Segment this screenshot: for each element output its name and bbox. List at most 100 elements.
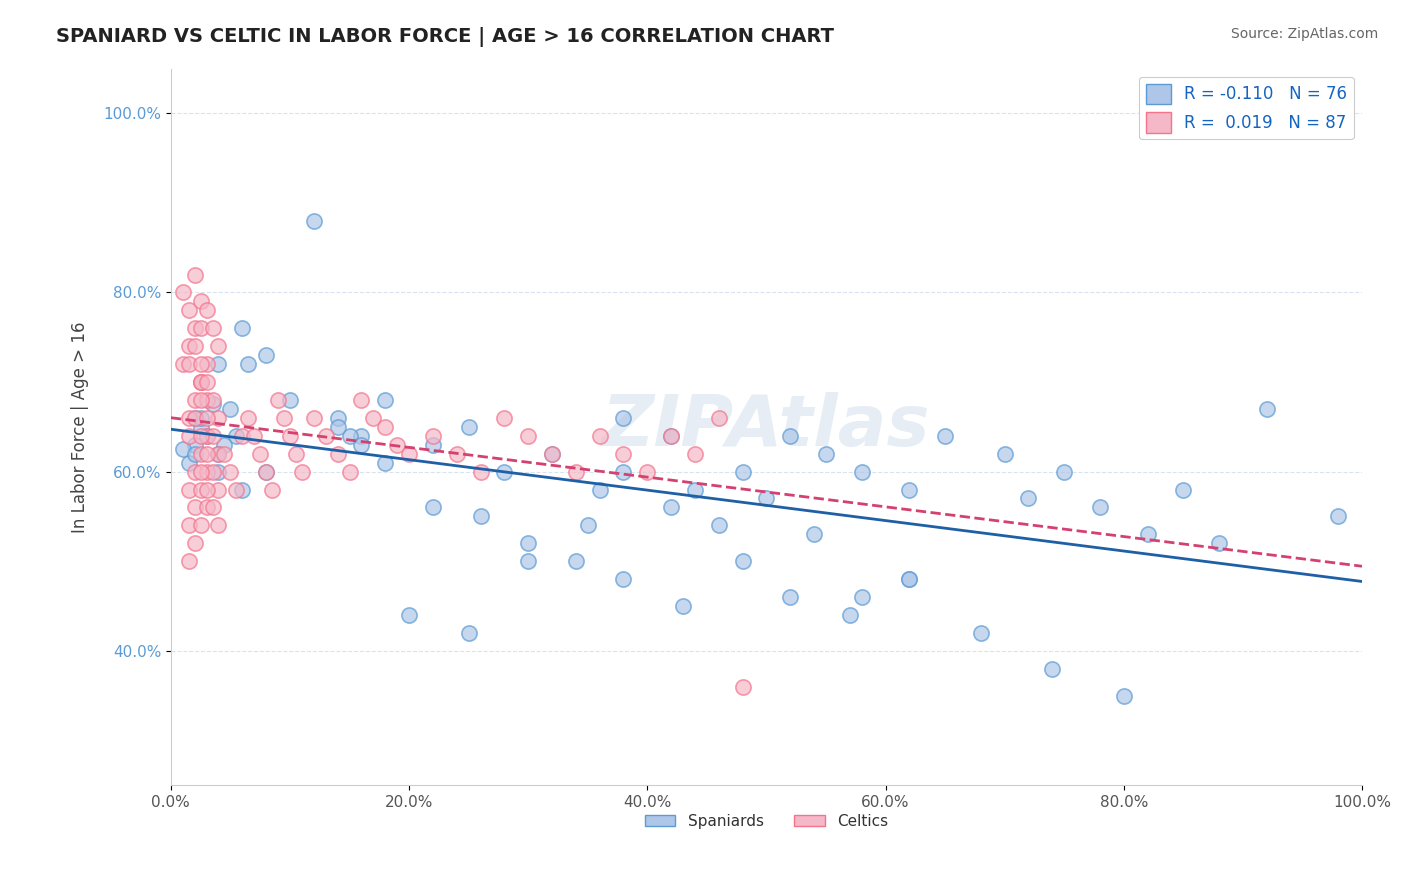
Point [422, 438, 444, 452]
Point [262, 483, 284, 497]
Point [183, 465, 205, 479]
Point [190, 429, 212, 443]
Text: ZIPAtlas: ZIPAtlas [602, 392, 931, 461]
Point [612, 572, 634, 586]
Point [446, 447, 468, 461]
Point [970, 625, 993, 640]
Point [207, 447, 229, 461]
Point [1053, 465, 1076, 479]
Point [195, 429, 218, 443]
Point [201, 429, 224, 443]
Point [190, 419, 212, 434]
Point [457, 419, 479, 434]
Point [731, 554, 754, 568]
Point [190, 375, 212, 389]
Point [195, 410, 218, 425]
Point [1256, 401, 1278, 416]
Point [755, 491, 778, 506]
Point [683, 447, 706, 461]
Point [1017, 491, 1039, 506]
Point [1040, 662, 1063, 676]
Point [517, 429, 540, 443]
Point [249, 447, 271, 461]
Point [207, 357, 229, 371]
Point [201, 465, 224, 479]
Point [254, 465, 277, 479]
Point [398, 447, 420, 461]
Point [219, 465, 242, 479]
Point [278, 429, 301, 443]
Point [576, 518, 599, 533]
Point [457, 625, 479, 640]
Point [177, 554, 200, 568]
Point [243, 429, 266, 443]
Point [231, 321, 253, 335]
Point [225, 429, 247, 443]
Point [291, 465, 314, 479]
Point [195, 447, 218, 461]
Point [398, 607, 420, 622]
Point [707, 518, 730, 533]
Point [183, 500, 205, 515]
Point [190, 321, 212, 335]
Point [177, 429, 200, 443]
Point [177, 357, 200, 371]
Point [1208, 536, 1230, 550]
Point [190, 375, 212, 389]
Point [177, 339, 200, 353]
Point [1136, 527, 1159, 541]
Point [350, 392, 373, 407]
Point [731, 465, 754, 479]
Point [195, 392, 218, 407]
Point [183, 268, 205, 282]
Point [326, 447, 349, 461]
Point [238, 357, 260, 371]
Point [589, 483, 612, 497]
Point [201, 392, 224, 407]
Point [267, 392, 290, 407]
Point [201, 500, 224, 515]
Point [195, 500, 218, 515]
Point [541, 447, 564, 461]
Point [363, 410, 385, 425]
Y-axis label: In Labor Force | Age > 16: In Labor Force | Age > 16 [72, 321, 89, 533]
Point [183, 536, 205, 550]
Point [851, 465, 873, 479]
Point [934, 429, 956, 443]
Point [201, 397, 224, 411]
Point [190, 447, 212, 461]
Point [803, 527, 825, 541]
Point [707, 410, 730, 425]
Point [190, 518, 212, 533]
Point [612, 410, 634, 425]
Point [231, 429, 253, 443]
Point [422, 429, 444, 443]
Point [207, 465, 229, 479]
Point [195, 357, 218, 371]
Point [1173, 483, 1195, 497]
Point [183, 321, 205, 335]
Point [851, 590, 873, 604]
Point [350, 438, 373, 452]
Point [195, 375, 218, 389]
Point [195, 303, 218, 318]
Point [339, 429, 361, 443]
Point [278, 392, 301, 407]
Point [219, 401, 242, 416]
Point [838, 607, 860, 622]
Point [470, 465, 492, 479]
Point [315, 429, 337, 443]
Point [326, 419, 349, 434]
Point [254, 465, 277, 479]
Point [190, 392, 212, 407]
Point [494, 410, 516, 425]
Point [1088, 500, 1111, 515]
Point [385, 438, 408, 452]
Point [195, 483, 218, 497]
Point [207, 518, 229, 533]
Point [517, 536, 540, 550]
Point [177, 456, 200, 470]
Point [214, 438, 236, 452]
Point [238, 410, 260, 425]
Point [565, 465, 588, 479]
